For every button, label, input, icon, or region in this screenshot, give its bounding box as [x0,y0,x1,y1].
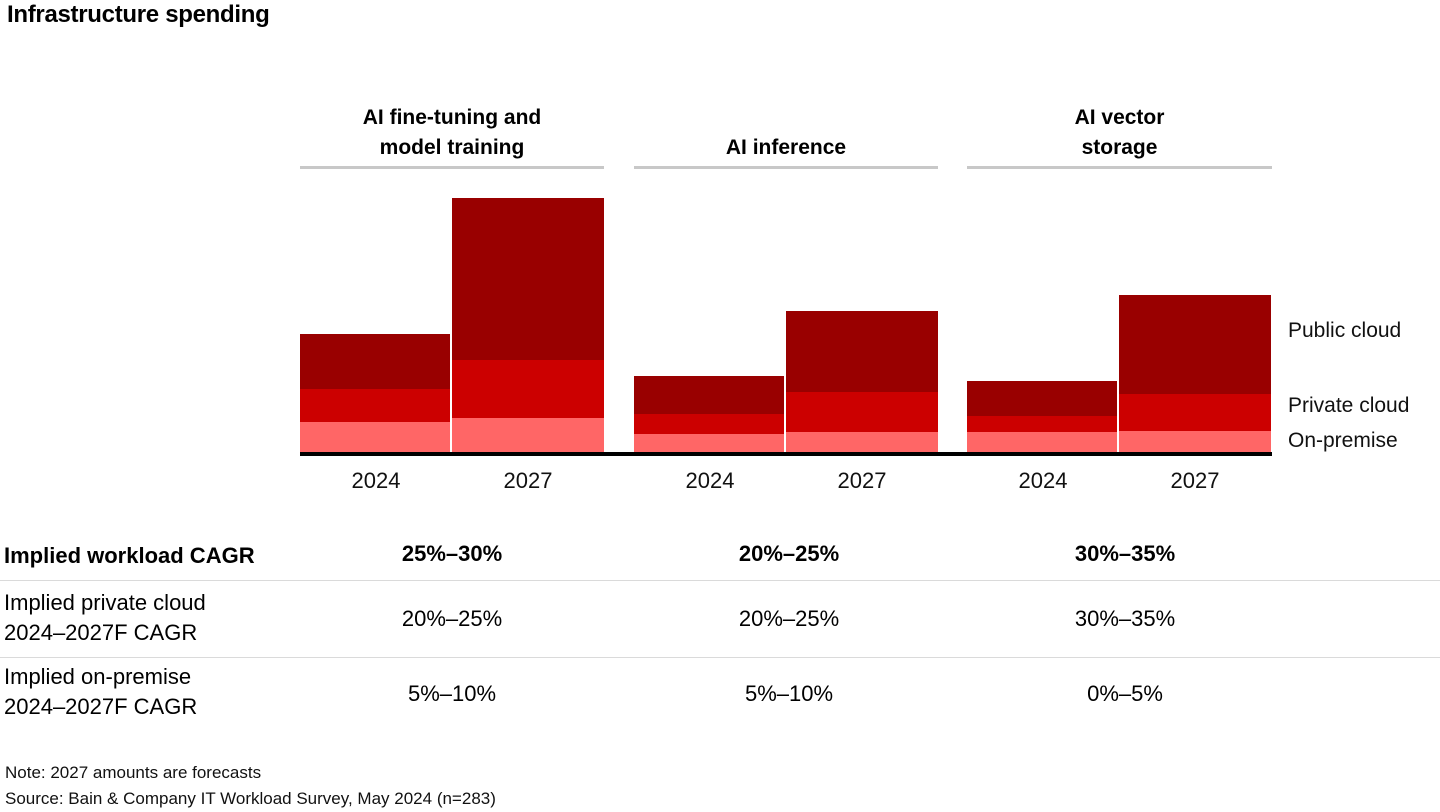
stacked-bar-2024 [967,381,1117,452]
group-header-line: AI inference [725,136,847,159]
table-cell: 5%–10% [407,681,497,706]
legend-label-private-cloud: Private cloud [1288,394,1410,417]
group-header-inference: AI inference [634,89,938,169]
stacked-bar-2027 [1119,295,1271,452]
group-header-fine-tuning: AI fine-tuning and model training [300,89,604,169]
group-header-rule [300,166,604,169]
group-header-line: AI vector [1074,106,1165,129]
table-row-label-private-cloud-cagr: Implied private cloud 2024–2027F CAGR [4,588,334,648]
group-header-rule [634,166,938,169]
group-header-vector-storage: AI vector storage [967,89,1272,169]
stacked-bar-2027 [452,198,604,452]
page-title: Infrastructure spending [7,1,270,28]
group-header-line: AI fine-tuning and [362,106,542,129]
bar-segment-on-premise [1119,431,1271,452]
bar-segment-on-premise [634,434,784,452]
bar-segment-private-cloud [634,414,784,434]
table-divider [0,580,1440,581]
bar-segment-private-cloud [786,392,938,432]
bar-segment-on-premise [786,432,938,452]
bar-segment-public-cloud [300,334,450,389]
bar-segment-on-premise [300,422,450,452]
footnotes: Note: 2027 amounts are forecasts Source:… [5,760,496,812]
bar-segment-private-cloud [300,389,450,422]
x-axis-line [300,452,1272,456]
source-text: Source: Bain & Company IT Workload Surve… [5,789,496,808]
group-header-line: model training [379,136,525,159]
bar-segment-public-cloud [1119,295,1271,394]
table-cell: 30%–35% [1074,606,1176,631]
table-row-label-on-premise-cagr: Implied on-premise 2024–2027F CAGR [4,662,334,722]
bar-segment-public-cloud [967,381,1117,416]
x-axis-year-label: 2027 [1170,468,1220,493]
bar-segment-public-cloud [634,376,784,414]
table-row-label-line: Implied private cloud [4,590,206,615]
x-axis-year-label: 2024 [1018,468,1068,493]
bar-segment-private-cloud [1119,394,1271,431]
group-header-line: storage [1081,136,1158,159]
bar-segment-on-premise [452,418,604,452]
table-cell: 20%–25% [401,606,503,631]
x-axis-year-label: 2027 [837,468,887,493]
table-divider [0,657,1440,658]
table-cell: 5%–10% [744,681,834,706]
table-cell: 25%–30% [401,541,503,566]
x-axis-year-label: 2027 [503,468,553,493]
table-cell: 0%–5% [1087,681,1163,706]
note-text: Note: 2027 amounts are forecasts [5,763,262,782]
legend-label-on-premise: On-premise [1288,429,1398,452]
bar-segment-public-cloud [452,198,604,360]
table-row-label-line: 2024–2027F CAGR [4,694,198,719]
group-header-rule [967,166,1272,169]
table-cell: 30%–35% [1074,541,1176,566]
bar-segment-public-cloud [786,311,938,392]
stacked-bar-2024 [634,376,784,452]
stacked-bar-2027 [786,311,938,452]
table-cell: 20%–25% [738,606,840,631]
legend-label-public-cloud: Public cloud [1288,319,1402,342]
x-axis-year-label: 2024 [685,468,735,493]
bar-segment-private-cloud [967,416,1117,432]
x-axis-year-label: 2024 [351,468,401,493]
bar-segment-private-cloud [452,360,604,418]
stacked-bar-2024 [300,334,450,452]
table-row-label-line: 2024–2027F CAGR [4,620,198,645]
table-row-label-line: Implied on-premise [4,664,192,689]
bar-segment-on-premise [967,432,1117,452]
table-cell: 20%–25% [738,541,840,566]
table-row-label-workload-cagr: Implied workload CAGR [4,543,255,568]
